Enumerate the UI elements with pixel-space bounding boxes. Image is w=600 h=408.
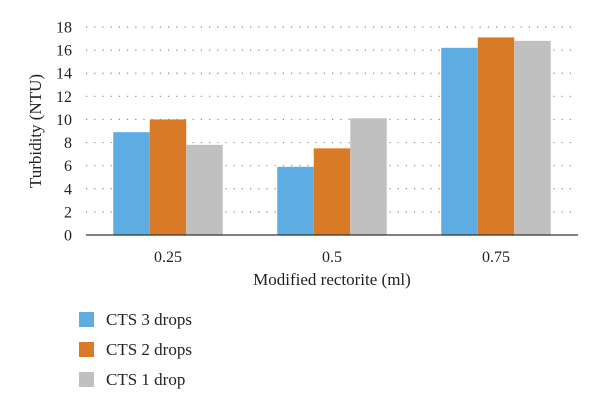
y-tick-label: 18 — [56, 20, 72, 37]
bar — [514, 40, 551, 235]
y-tick-label: 10 — [56, 112, 72, 129]
bar — [113, 132, 150, 235]
bars — [113, 37, 551, 236]
y-tick-label: 6 — [64, 158, 72, 175]
legend-label: CTS 1 drop — [106, 370, 185, 389]
legend-swatch — [79, 342, 94, 357]
x-tick-label: 0.75 — [482, 249, 510, 266]
legend: CTS 3 drops CTS 2 drops CTS 1 drop — [79, 310, 192, 389]
legend-swatch — [79, 372, 94, 387]
y-tick-label: 8 — [64, 135, 72, 152]
x-tick-label: 0.5 — [322, 249, 342, 266]
bar — [149, 119, 187, 235]
legend-swatch — [79, 312, 94, 327]
bar — [441, 47, 478, 235]
x-axis-title: Modified rectorite (ml) — [253, 270, 411, 289]
x-tick-label: 0.25 — [154, 249, 182, 266]
x-tick-labels: 0.25 0.5 0.75 — [154, 249, 510, 266]
bar — [350, 118, 387, 235]
legend-label: CTS 2 drops — [106, 340, 192, 359]
bar — [186, 144, 223, 235]
bar — [477, 37, 515, 236]
y-tick-label: 12 — [56, 89, 72, 106]
y-tick-label: 16 — [56, 43, 72, 60]
y-tick-label: 14 — [56, 66, 72, 83]
y-tick-label: 0 — [64, 228, 72, 245]
y-axis-title: Turbidity (NTU) — [26, 74, 45, 188]
bar — [277, 166, 314, 235]
bar — [313, 148, 351, 235]
y-tick-label: 2 — [64, 204, 72, 221]
y-tick-label: 4 — [64, 181, 72, 198]
y-tick-labels: 0 2 4 6 8 10 12 14 16 18 — [56, 20, 72, 245]
legend-label: CTS 3 drops — [106, 310, 192, 329]
